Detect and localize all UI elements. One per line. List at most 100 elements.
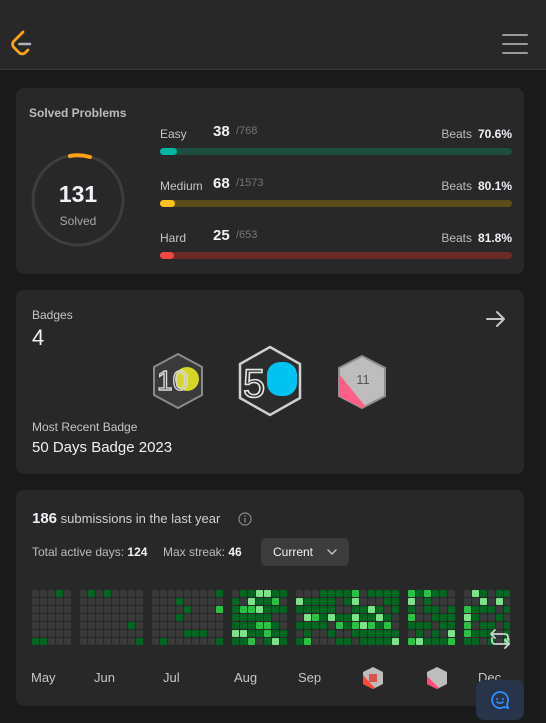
heatmap-cell[interactable] bbox=[496, 606, 503, 613]
heatmap-cell[interactable] bbox=[336, 638, 343, 645]
heatmap-cell[interactable] bbox=[312, 630, 319, 637]
heatmap-cell[interactable] bbox=[328, 622, 335, 629]
heatmap-cell[interactable] bbox=[136, 590, 143, 597]
heatmap-cell[interactable] bbox=[264, 622, 271, 629]
heatmap-cell[interactable] bbox=[416, 614, 423, 621]
heatmap-cell[interactable] bbox=[96, 630, 103, 637]
heatmap-cell[interactable] bbox=[184, 622, 191, 629]
heatmap-cell[interactable] bbox=[320, 590, 327, 597]
heatmap-cell[interactable] bbox=[272, 606, 279, 613]
heatmap-cell[interactable] bbox=[216, 606, 223, 613]
heatmap-cell[interactable] bbox=[272, 638, 279, 645]
heatmap-cell[interactable] bbox=[480, 622, 487, 629]
heatmap-cell[interactable] bbox=[200, 614, 207, 621]
hamburger-menu-icon[interactable] bbox=[502, 34, 528, 56]
heatmap-cell[interactable] bbox=[176, 614, 183, 621]
heatmap-cell[interactable] bbox=[248, 614, 255, 621]
heatmap-cell[interactable] bbox=[408, 614, 415, 621]
heatmap-cell[interactable] bbox=[80, 590, 87, 597]
heatmap-cell[interactable] bbox=[48, 590, 55, 597]
heatmap-cell[interactable] bbox=[192, 614, 199, 621]
heatmap-cell[interactable] bbox=[336, 614, 343, 621]
heatmap-cell[interactable] bbox=[352, 614, 359, 621]
heatmap-cell[interactable] bbox=[272, 622, 279, 629]
heatmap-cell[interactable] bbox=[384, 614, 391, 621]
heatmap-cell[interactable] bbox=[136, 598, 143, 605]
heatmap-cell[interactable] bbox=[448, 622, 455, 629]
heatmap-cell[interactable] bbox=[432, 590, 439, 597]
heatmap-cell[interactable] bbox=[408, 638, 415, 645]
heatmap-cell[interactable] bbox=[240, 630, 247, 637]
heatmap-cell[interactable] bbox=[160, 590, 167, 597]
heatmap-cell[interactable] bbox=[368, 630, 375, 637]
heatmap-cell[interactable] bbox=[88, 606, 95, 613]
heatmap-cell[interactable] bbox=[496, 622, 503, 629]
heatmap-cell[interactable] bbox=[344, 590, 351, 597]
heatmap-cell[interactable] bbox=[168, 598, 175, 605]
heatmap-cell[interactable] bbox=[200, 638, 207, 645]
heatmap-cell[interactable] bbox=[504, 622, 510, 629]
heatmap-cell[interactable] bbox=[496, 614, 503, 621]
heatmap-cell[interactable] bbox=[424, 638, 431, 645]
heatmap-cell[interactable] bbox=[416, 638, 423, 645]
heatmap-cell[interactable] bbox=[440, 614, 447, 621]
heatmap-cell[interactable] bbox=[328, 590, 335, 597]
heatmap-cell[interactable] bbox=[432, 638, 439, 645]
heatmap-cell[interactable] bbox=[32, 590, 39, 597]
heatmap-cell[interactable] bbox=[56, 606, 63, 613]
heatmap-cell[interactable] bbox=[488, 614, 495, 621]
heatmap-cell[interactable] bbox=[176, 606, 183, 613]
heatmap-cell[interactable] bbox=[496, 598, 503, 605]
arrow-right-icon[interactable] bbox=[484, 307, 508, 331]
heatmap-cell[interactable] bbox=[192, 590, 199, 597]
heatmap-cell[interactable] bbox=[40, 614, 47, 621]
heatmap-cell[interactable] bbox=[304, 590, 311, 597]
heatmap-cell[interactable] bbox=[136, 614, 143, 621]
heatmap-cell[interactable] bbox=[488, 590, 495, 597]
heatmap-cell[interactable] bbox=[344, 598, 351, 605]
heatmap-cell[interactable] bbox=[328, 638, 335, 645]
heatmap-cell[interactable] bbox=[136, 630, 143, 637]
heatmap-cell[interactable] bbox=[296, 598, 303, 605]
heatmap-cell[interactable] bbox=[368, 590, 375, 597]
heatmap-cell[interactable] bbox=[344, 630, 351, 637]
heatmap-cell[interactable] bbox=[352, 630, 359, 637]
heatmap-cell[interactable] bbox=[216, 614, 223, 621]
heatmap-cell[interactable] bbox=[232, 598, 239, 605]
heatmap-cell[interactable] bbox=[368, 638, 375, 645]
heatmap-cell[interactable] bbox=[376, 630, 383, 637]
heatmap-cell[interactable] bbox=[192, 598, 199, 605]
heatmap-cell[interactable] bbox=[264, 598, 271, 605]
heatmap-cell[interactable] bbox=[208, 598, 215, 605]
heatmap-cell[interactable] bbox=[32, 630, 39, 637]
heatmap-cell[interactable] bbox=[368, 614, 375, 621]
heatmap-cell[interactable] bbox=[336, 590, 343, 597]
heatmap-cell[interactable] bbox=[160, 630, 167, 637]
heatmap-cell[interactable] bbox=[376, 614, 383, 621]
heatmap-cell[interactable] bbox=[392, 638, 399, 645]
heatmap-cell[interactable] bbox=[312, 590, 319, 597]
heatmap-cell[interactable] bbox=[360, 606, 367, 613]
heatmap-cell[interactable] bbox=[168, 614, 175, 621]
leetcode-logo-icon[interactable] bbox=[10, 30, 34, 58]
heatmap-cell[interactable] bbox=[184, 590, 191, 597]
heatmap-cell[interactable] bbox=[472, 638, 479, 645]
heatmap-cell[interactable] bbox=[360, 614, 367, 621]
heatmap-cell[interactable] bbox=[96, 622, 103, 629]
heatmap-cell[interactable] bbox=[128, 598, 135, 605]
heatmap-cell[interactable] bbox=[472, 622, 479, 629]
heatmap-cell[interactable] bbox=[328, 598, 335, 605]
heatmap-cell[interactable] bbox=[368, 598, 375, 605]
heatmap-cell[interactable] bbox=[200, 606, 207, 613]
heatmap-cell[interactable] bbox=[416, 606, 423, 613]
heatmap-cell[interactable] bbox=[96, 614, 103, 621]
heatmap-cell[interactable] bbox=[312, 622, 319, 629]
heatmap-cell[interactable] bbox=[32, 606, 39, 613]
heatmap-cell[interactable] bbox=[232, 614, 239, 621]
heatmap-cell[interactable] bbox=[320, 638, 327, 645]
heatmap-cell[interactable] bbox=[120, 590, 127, 597]
heatmap-cell[interactable] bbox=[88, 590, 95, 597]
heatmap-cell[interactable] bbox=[232, 590, 239, 597]
heatmap-cell[interactable] bbox=[184, 606, 191, 613]
heatmap-cell[interactable] bbox=[112, 630, 119, 637]
